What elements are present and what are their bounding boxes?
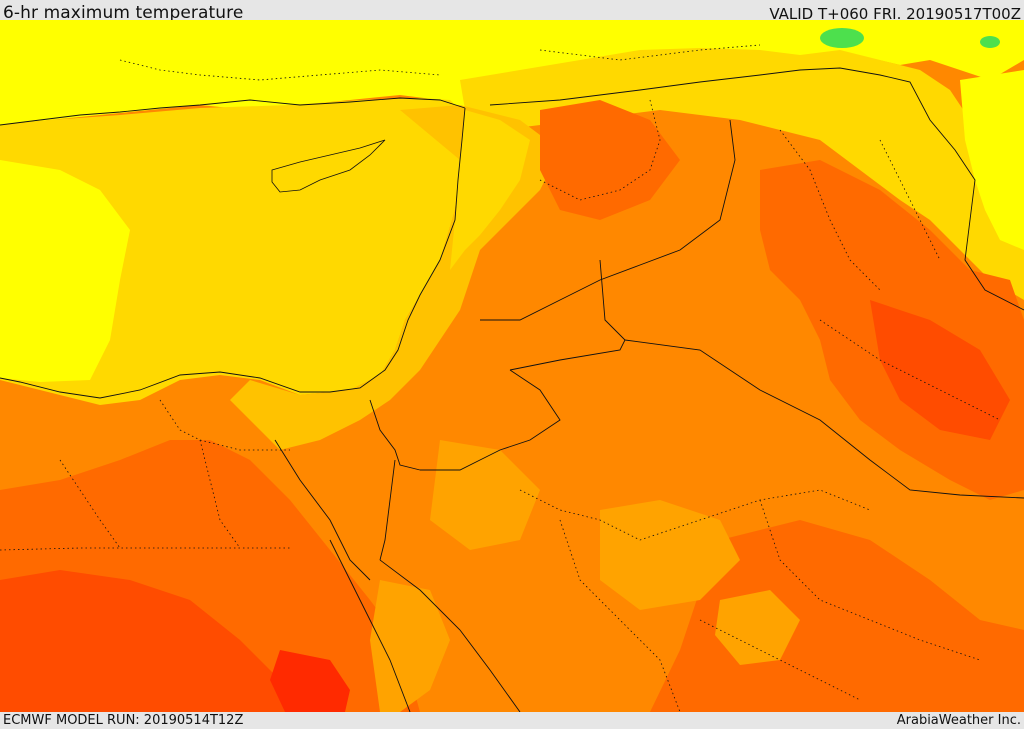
egypt-deep-red-patch xyxy=(270,650,350,712)
mediterranean-sea xyxy=(0,98,470,405)
valid-time: VALID T+060 FRI. 20190517T00Z xyxy=(769,5,1021,23)
coastlines-and-borders xyxy=(0,67,1024,712)
green-patch-northeast xyxy=(980,36,1000,48)
east-yellow-region xyxy=(960,70,1024,250)
map-footer: ECMWF MODEL RUN: 20190514T12Z ArabiaWeat… xyxy=(0,712,1024,729)
product-title: 6-hr maximum temperature xyxy=(3,3,244,23)
model-run-label: ECMWF MODEL RUN: 20190514T12Z xyxy=(3,713,244,728)
green-patch-north xyxy=(820,28,864,48)
saudi-light-orange-patch-3 xyxy=(715,590,800,665)
map-header: 6-hr maximum temperature VALID T+060 FRI… xyxy=(0,0,1024,23)
syria-dark-orange-patch xyxy=(540,100,680,220)
jordan-light-orange-patch xyxy=(430,440,540,550)
egypt-red-region xyxy=(0,570,300,712)
syria-coast-region xyxy=(450,110,530,270)
saudi-light-orange-patch-2 xyxy=(370,580,450,712)
temperature-map-canvas xyxy=(0,20,1024,712)
administrative-boundaries xyxy=(0,44,1001,712)
sea-west-band xyxy=(0,160,130,382)
saudi-light-orange-patch-1 xyxy=(600,500,740,610)
iraq-red-patch xyxy=(870,300,1010,440)
temperature-map xyxy=(0,20,1024,712)
cyprus-outline xyxy=(271,139,386,193)
credit-label: ArabiaWeather Inc. xyxy=(896,713,1021,728)
